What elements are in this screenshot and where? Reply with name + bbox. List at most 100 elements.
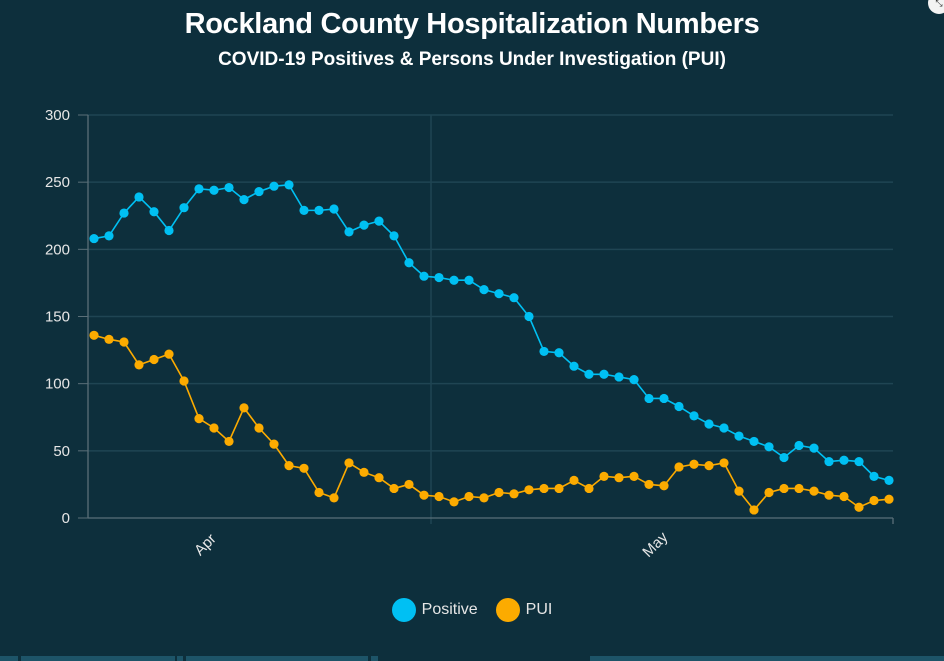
data-point-pui: [704, 461, 714, 471]
data-point-pui: [434, 491, 444, 502]
data-point-pui: [299, 463, 309, 473]
data-point-positive: [149, 207, 159, 217]
data-point-positive: [659, 393, 669, 404]
data-point-pui: [749, 505, 759, 515]
x-tick-label: May: [639, 528, 671, 560]
data-point-positive: [359, 220, 369, 230]
data-point-pui: [809, 486, 819, 496]
data-point-pui: [284, 461, 294, 471]
data-point-positive: [329, 204, 339, 214]
grid-lines: [88, 114, 893, 524]
data-point-pui: [254, 423, 264, 433]
legend-item-pui[interactable]: PUI: [495, 598, 552, 622]
data-point-pui: [539, 483, 549, 494]
data-point-pui: [149, 354, 159, 365]
series-pui: [89, 330, 894, 515]
data-point-pui: [674, 462, 684, 472]
data-point-positive: [449, 275, 459, 285]
data-point-positive: [599, 369, 609, 379]
legend-swatch-pui: [495, 598, 520, 622]
data-point-pui: [629, 471, 639, 481]
data-point-pui: [764, 487, 774, 498]
data-point-positive: [119, 208, 129, 218]
data-point-pui: [119, 337, 129, 347]
data-point-pui: [884, 494, 894, 504]
data-point-pui: [134, 360, 144, 370]
data-point-positive: [584, 369, 594, 379]
data-point-pui: [569, 475, 579, 485]
x-tick-label: Apr: [191, 531, 220, 560]
data-point-pui: [599, 471, 609, 481]
data-point-positive: [224, 182, 234, 193]
data-point-positive: [509, 293, 519, 303]
data-point-pui: [419, 490, 429, 500]
data-point-positive: [284, 180, 294, 190]
data-point-positive: [299, 205, 309, 215]
data-point-pui: [869, 495, 879, 506]
data-point-positive: [254, 186, 264, 197]
data-point-pui: [164, 349, 174, 359]
data-point-pui: [689, 459, 699, 469]
data-point-pui: [374, 473, 384, 483]
legend-label-positive: Positive: [421, 601, 478, 618]
data-point-positive: [764, 442, 774, 452]
expand-icon[interactable]: ⤡: [928, 0, 944, 14]
data-point-positive: [749, 436, 759, 447]
data-point-pui: [389, 483, 399, 494]
data-point-positive: [809, 443, 819, 453]
data-point-positive: [194, 184, 204, 194]
data-point-positive: [884, 475, 894, 485]
data-point-pui: [344, 458, 354, 468]
series-layer: [89, 180, 894, 515]
data-point-positive: [464, 275, 474, 285]
y-tick-label: 0: [62, 510, 70, 527]
data-point-pui: [329, 493, 339, 503]
data-point-pui: [494, 487, 504, 498]
y-tick-label: 200: [45, 241, 70, 258]
data-point-pui: [509, 489, 519, 499]
chart-title: Rockland County Hospitalization Numbers: [184, 8, 760, 40]
data-point-pui: [239, 403, 249, 413]
data-point-pui: [719, 458, 729, 468]
y-tick-label: 100: [45, 376, 70, 393]
data-point-positive: [674, 401, 684, 412]
data-point-positive: [554, 348, 564, 358]
y-tick-label: 150: [45, 309, 70, 326]
data-point-positive: [164, 225, 174, 236]
data-point-pui: [359, 467, 369, 477]
data-point-positive: [644, 393, 654, 404]
data-point-positive: [374, 216, 384, 226]
legend: Positive PUI: [0, 598, 944, 622]
data-point-positive: [314, 205, 324, 215]
data-point-positive: [389, 231, 399, 241]
data-point-pui: [194, 413, 204, 424]
y-tick-label: 250: [45, 174, 70, 191]
x-axis-ticks: Apr May: [191, 528, 672, 560]
data-point-pui: [104, 334, 114, 344]
chart-subtitle: COVID-19 Positives & Persons Under Inves…: [218, 49, 726, 70]
legend-swatch-positive: [391, 598, 416, 622]
data-point-pui: [314, 487, 324, 498]
data-point-positive: [494, 289, 504, 299]
data-point-positive: [719, 423, 729, 433]
legend-item-positive[interactable]: Positive: [391, 598, 478, 622]
data-point-pui: [179, 376, 189, 386]
y-axis-ticks: 0 50 100 150 200 250 300: [45, 107, 70, 527]
data-point-pui: [554, 483, 564, 494]
data-point-positive: [344, 227, 354, 237]
data-point-positive: [104, 231, 114, 241]
data-point-pui: [449, 497, 459, 507]
data-point-positive: [614, 372, 624, 382]
data-point-positive: [869, 471, 879, 481]
series-positive: [89, 180, 894, 485]
data-point-pui: [269, 439, 279, 449]
data-point-pui: [779, 483, 789, 494]
axes: [78, 114, 894, 524]
data-point-positive: [239, 195, 249, 205]
data-point-pui: [854, 502, 864, 512]
data-point-positive: [269, 181, 279, 191]
y-tick-label: 300: [45, 107, 70, 124]
data-point-pui: [89, 330, 99, 340]
series-line-pui: [93, 334, 890, 512]
